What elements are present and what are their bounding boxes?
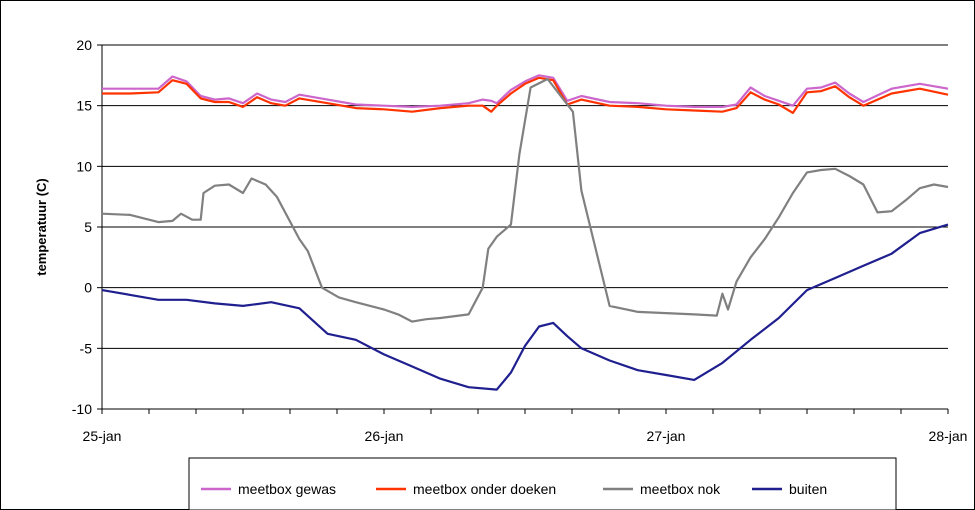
x-tick-label: 26-jan bbox=[365, 428, 404, 444]
legend: meetbox gewas meetbox onder doeken meetbox… bbox=[188, 457, 897, 510]
tick-labels: -10 -5 0 5 10 15 20 25-jan 26-jan 27-jan 28-jan bbox=[72, 37, 968, 444]
series-line bbox=[101, 223, 949, 391]
y-axis-title: temperatuur (C) bbox=[34, 178, 49, 276]
x-tick-label: 28-jan bbox=[929, 428, 968, 444]
y-tick-label: -5 bbox=[80, 340, 93, 356]
legend-items: meetbox gewas meetbox onder doeken meetbox… bbox=[201, 481, 827, 497]
legend-label: meetbox gewas bbox=[238, 481, 336, 497]
y-tick-label: 0 bbox=[84, 280, 92, 296]
x-tick-label: 27-jan bbox=[647, 428, 686, 444]
y-tick-label: 15 bbox=[76, 98, 92, 114]
y-tick-label: 20 bbox=[76, 37, 92, 53]
legend-label: meetbox onder doeken bbox=[413, 481, 556, 497]
series-line bbox=[102, 74, 949, 109]
y-tick-label: -10 bbox=[72, 401, 92, 417]
legend-label: meetbox nok bbox=[640, 481, 721, 497]
legend-label: buiten bbox=[789, 481, 827, 497]
series-lines bbox=[101, 74, 949, 391]
x-tick-label: 25-jan bbox=[83, 428, 122, 444]
y-tick-label: 10 bbox=[76, 158, 92, 174]
series-line bbox=[102, 76, 949, 115]
legend-box bbox=[188, 457, 897, 510]
axes bbox=[97, 44, 949, 414]
y-tick-label: 5 bbox=[84, 219, 92, 235]
series-line bbox=[101, 77, 949, 323]
